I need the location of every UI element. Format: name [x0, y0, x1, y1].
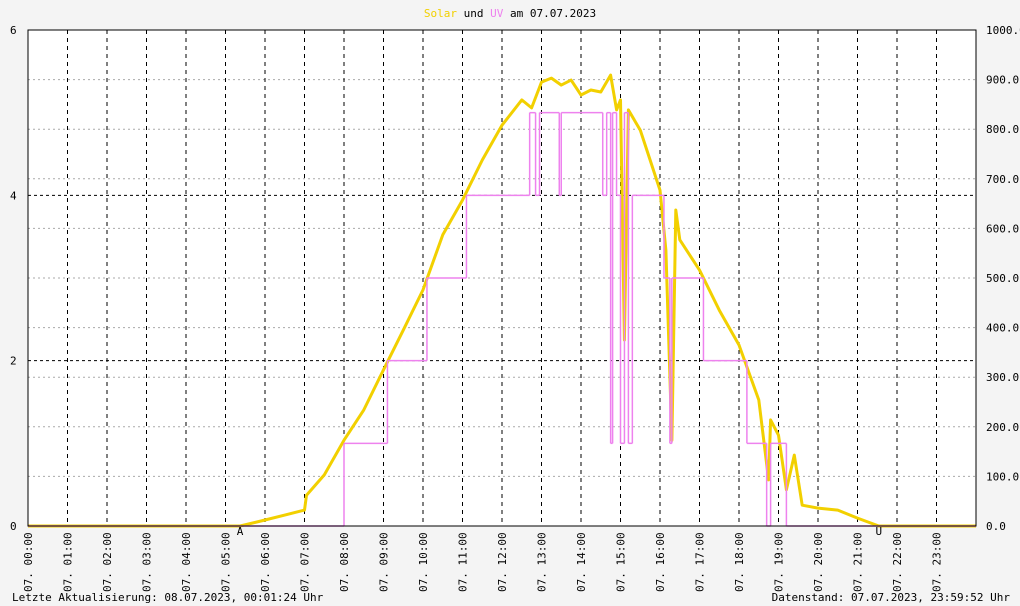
y2-tick-label: 600.0 [986, 222, 1019, 235]
x-tick-label: 07. 01:00 [62, 532, 75, 592]
y2-tick-label: 800.0 [986, 123, 1019, 136]
footer-left: Letzte Aktualisierung: 08.07.2023, 00:01… [12, 591, 324, 604]
x-tick-label: 07. 03:00 [141, 532, 154, 592]
x-tick-label: 07. 07:00 [299, 532, 312, 592]
x-tick-label: 07. 18:00 [733, 532, 746, 592]
plot-border [27, 29, 977, 527]
x-tick-label: 07. 11:00 [457, 532, 470, 592]
x-tick-label: 07. 19:00 [773, 532, 786, 592]
title-join: und [464, 7, 484, 20]
x-tick-label: 07. 02:00 [101, 532, 114, 592]
y2-tick-label: 400.0 [986, 322, 1019, 335]
y2-tick-label: 900.0 [986, 74, 1019, 87]
y2-tick-label: 200.0 [986, 421, 1019, 434]
y-tick-label: 0 [10, 520, 17, 533]
y2-tick-label: 1000.0 [986, 24, 1020, 37]
x-tick-label: 07. 05:00 [220, 532, 233, 592]
solar-line [28, 73, 976, 528]
y2-tick-label: 700.0 [986, 173, 1019, 186]
x-tick-label: 07. 00:00 [22, 532, 35, 592]
y2-tick-label: 0.0 [986, 520, 1006, 533]
x-tick-label: 07. 21:00 [852, 532, 865, 592]
y2-tick-label: 500.0 [986, 272, 1019, 285]
chart-title: Solar und UV am 07.07.2023 [424, 7, 596, 20]
title-suffix: am 07.07.2023 [510, 7, 596, 20]
x-tick-label: 07. 13:00 [536, 532, 549, 592]
x-tick-label: 07. 16:00 [654, 532, 667, 592]
x-tick-label: 07. 17:00 [694, 532, 707, 592]
y2-tick-label: 100.0 [986, 470, 1019, 483]
x-tick-label: 07. 10:00 [417, 532, 430, 592]
y-tick-label: 4 [10, 189, 17, 202]
x-tick-label: 07. 04:00 [180, 532, 193, 592]
title-uv: UV [490, 7, 504, 20]
x-tick-label: 07. 22:00 [891, 532, 904, 592]
sun-marker: U [876, 525, 883, 538]
x-tick-label: 07. 08:00 [338, 532, 351, 592]
sun-marker: A [237, 525, 244, 538]
x-tick-label: 07. 06:00 [259, 532, 272, 592]
title-solar: Solar [424, 7, 457, 20]
x-tick-label: 07. 14:00 [575, 532, 588, 592]
footer-right: Datenstand: 07.07.2023, 23:59:52 Uhr [772, 591, 1011, 604]
x-tick-label: 07. 20:00 [812, 532, 825, 592]
y2-tick-label: 300.0 [986, 371, 1019, 384]
x-tick-label: 07. 12:00 [496, 532, 509, 592]
y-tick-label: 2 [10, 355, 17, 368]
y-tick-label: 6 [10, 24, 17, 37]
x-tick-label: 07. 23:00 [931, 532, 944, 592]
x-tick-label: 07. 09:00 [378, 532, 391, 592]
x-tick-label: 07. 15:00 [615, 532, 628, 592]
